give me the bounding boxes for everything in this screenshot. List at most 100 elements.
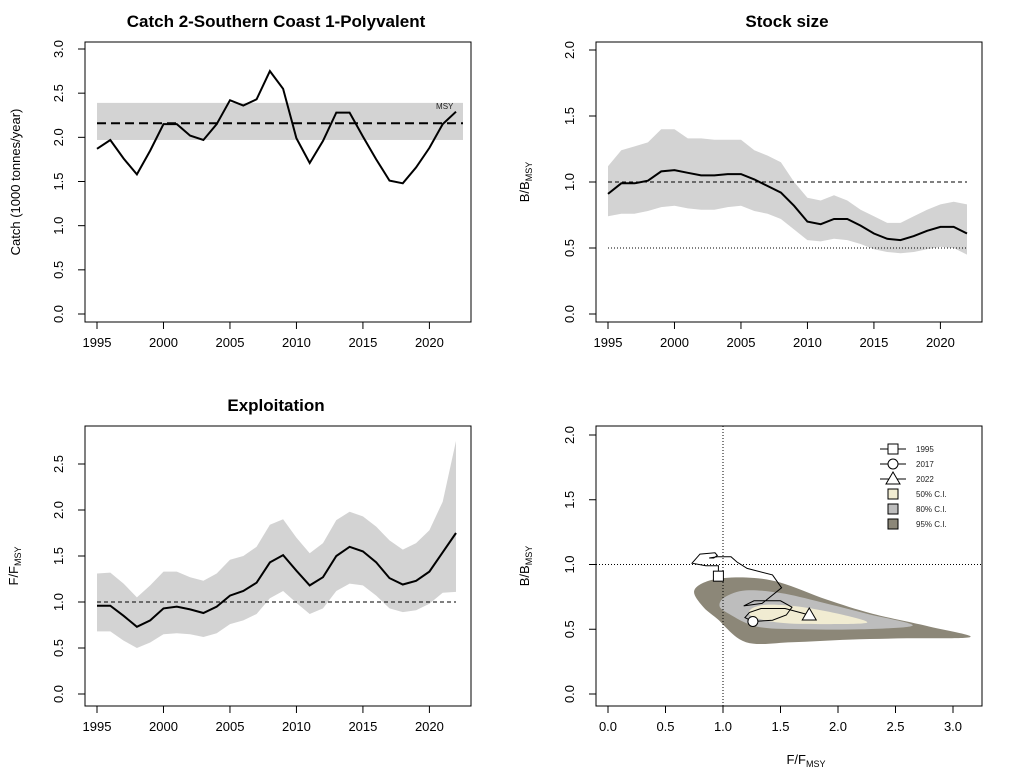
- exploitation-x-tick-label: 2000: [149, 719, 178, 734]
- marker-1995: [712, 570, 724, 582]
- stock-x-tick-label: 2010: [793, 335, 822, 350]
- catch-y-tick-label: 0.5: [51, 261, 66, 279]
- stock-x-tick-label: 2015: [859, 335, 888, 350]
- catch-y-tick-label: 0.0: [51, 305, 66, 323]
- catch-y-label: Catch (1000 tonnes/year): [8, 109, 23, 256]
- marker-2022: [801, 607, 818, 621]
- msy-band: [97, 102, 463, 140]
- exploitation-y-tick-label: 2.0: [51, 501, 66, 519]
- kobe-legend: 1995 2017 2022 50% C.I. 80% C.I. 95% C.I.: [880, 443, 947, 530]
- catch-y-tick-label: 2.0: [51, 128, 66, 146]
- exploitation-x-tick-label: 2010: [282, 719, 311, 734]
- catch-y-tick-label: 2.5: [51, 84, 66, 102]
- stock-x-tick-label: 2005: [727, 335, 756, 350]
- kobe-ci-regions: [694, 577, 971, 645]
- kobe-x-tick-label: 0.0: [599, 719, 617, 734]
- stock-y-tick-label: 1.5: [562, 107, 577, 125]
- exploitation-y-tick-label: 0.0: [51, 685, 66, 703]
- catch-y-tick-label: 3.0: [51, 40, 66, 58]
- stock-series-line: [607, 169, 968, 242]
- catch-series-line: [96, 69, 457, 185]
- stock-x-tick-label: 2000: [660, 335, 689, 350]
- stock-x-axis: 1995 2000 2005 2010 2015 2020: [594, 321, 955, 350]
- exploitation-y-tick-label: 1.5: [51, 547, 66, 565]
- exploitation-series-line: [97, 532, 457, 628]
- exploitation-y-tick-label: 0.5: [51, 639, 66, 657]
- stock-y-label: B/BMSY: [517, 162, 534, 202]
- catch-y-tick-label: 1.0: [51, 217, 66, 235]
- marker-2017: [747, 615, 759, 627]
- exploitation-panel: 1995 2000 2005 2010 2015 2020 0.0 0.5 1.0 1.5 2.0…: [6, 396, 472, 734]
- msy-label: MSY: [436, 102, 454, 111]
- exploitation-y-axis: 0.0 0.5 1.0 1.5 2.0 2.5: [51, 455, 86, 703]
- catch-x-tick-label: 2000: [149, 335, 178, 350]
- catch-title: Catch 2-Southern Coast 1-Polyvalent: [127, 12, 426, 31]
- stock-y-tick-label: 1.0: [562, 173, 577, 191]
- kobe-y-label: B/BMSY: [517, 546, 534, 586]
- exploitation-y-tick-label: 2.5: [51, 455, 66, 473]
- catch-y-axis: 0.0 0.5 1.0 1.5 2.0 2.5 3.0: [51, 40, 86, 323]
- kobe-x-label-main: F/F: [786, 752, 806, 767]
- exploitation-x-tick-label: 2015: [348, 719, 377, 734]
- catch-panel: MSY 1995 2000 2005 2010 2015 2020 0.0 0.5 1.0 1.…: [8, 12, 472, 350]
- catch-x-axis: 1995 2000 2005 2010 2015 2020: [83, 321, 444, 350]
- stock-y-label-main: B/B: [517, 181, 532, 202]
- kobe-x-label-sub: MSY: [806, 759, 826, 768]
- stock-panel: 1995 2000 2005 2010 2015 2020 0.0 0.5 1.0 1.5 2.0…: [517, 12, 983, 350]
- kobe-x-tick-label: 3.0: [944, 719, 962, 734]
- legend-marker-2017: [887, 458, 899, 470]
- legend-swatch-50% C.I.: [887, 488, 899, 500]
- stock-y-axis: 0.0 0.5 1.0 1.5 2.0: [562, 41, 597, 323]
- exploitation-x-tick-label: 2020: [415, 719, 444, 734]
- kobe-x-tick-label: 0.5: [656, 719, 674, 734]
- legend-label-80% C.I.: 80% C.I.: [916, 505, 947, 514]
- catch-plot-frame: [84, 41, 472, 323]
- exploitation-y-label: F/FMSY: [6, 546, 23, 585]
- catch-y-tick-label: 1.5: [51, 172, 66, 190]
- kobe-y-tick-label: 1.5: [562, 491, 577, 509]
- kobe-x-tick-label: 2.5: [886, 719, 904, 734]
- kobe-y-axis: 0.0 0.5 1.0 1.5 2.0: [562, 426, 597, 703]
- kobe-y-tick-label: 1.0: [562, 555, 577, 573]
- catch-x-tick-label: 2015: [348, 335, 377, 350]
- kobe-x-tick-label: 1.0: [714, 719, 732, 734]
- stock-ci-band: [608, 129, 967, 255]
- kobe-x-tick-label: 1.5: [771, 719, 789, 734]
- stock-y-label-sub: MSY: [524, 162, 534, 182]
- exploitation-ci-band: [97, 441, 456, 648]
- kobe-y-tick-label: 0.5: [562, 620, 577, 638]
- kobe-markers: [712, 570, 818, 627]
- legend-label-95% C.I.: 95% C.I.: [916, 520, 947, 529]
- stock-y-tick-label: 0.5: [562, 239, 577, 257]
- kobe-x-label: F/FMSY: [786, 752, 825, 768]
- stock-title: Stock size: [745, 12, 828, 31]
- stock-x-tick-label: 2020: [926, 335, 955, 350]
- exploitation-title: Exploitation: [227, 396, 324, 415]
- legend-label-50% C.I.: 50% C.I.: [916, 490, 947, 499]
- exploitation-y-label-sub: MSY: [13, 546, 23, 566]
- stock-y-tick-label: 2.0: [562, 41, 577, 59]
- catch-x-tick-label: 2005: [216, 335, 245, 350]
- legend-label-2022: 2022: [916, 475, 934, 484]
- kobe-y-label-main: B/B: [517, 565, 532, 586]
- exploitation-x-tick-label: 2005: [216, 719, 245, 734]
- kobe-x-tick-label: 2.0: [829, 719, 847, 734]
- stock-y-tick-label: 0.0: [562, 305, 577, 323]
- kobe-y-tick-label: 2.0: [562, 426, 577, 444]
- kobe-x-axis: 0.0 0.5 1.0 1.5 2.0 2.5 3.0: [599, 705, 962, 734]
- kobe-y-label-sub: MSY: [524, 546, 534, 566]
- exploitation-y-tick-label: 1.0: [51, 593, 66, 611]
- legend-marker-1995: [887, 443, 899, 455]
- exploitation-x-axis: 1995 2000 2005 2010 2015 2020: [83, 705, 444, 734]
- kobe-panel: 0.0 0.5 1.0 1.5 2.0 2.5 3.0 0.0 0.5 1.0 1.5 2.0 19…: [517, 425, 983, 768]
- kobe-y-tick-label: 0.0: [562, 685, 577, 703]
- catch-x-tick-label: 2020: [415, 335, 444, 350]
- exploitation-x-tick-label: 1995: [83, 719, 112, 734]
- catch-x-tick-label: 1995: [83, 335, 112, 350]
- catch-x-tick-label: 2010: [282, 335, 311, 350]
- legend-swatch-80% C.I.: [887, 503, 899, 515]
- stock-x-tick-label: 1995: [594, 335, 623, 350]
- legend-swatch-95% C.I.: [887, 518, 899, 530]
- legend-marker-2022: [885, 471, 901, 485]
- legend-label-2017: 2017: [916, 460, 934, 469]
